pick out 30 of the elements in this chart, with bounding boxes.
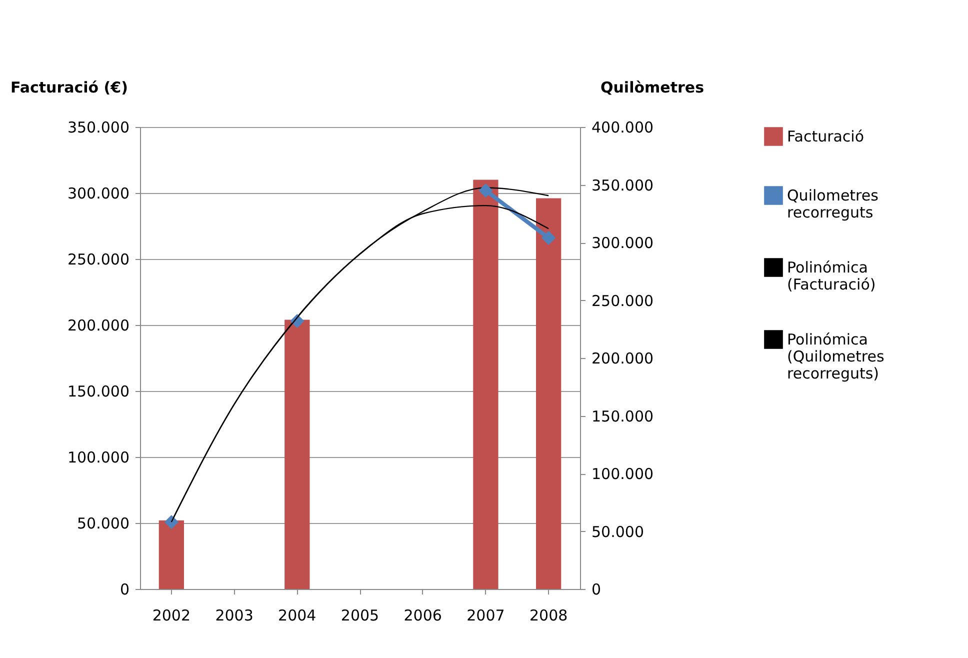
y-tick-label: 250.000 — [67, 250, 130, 268]
y2-tick-label: 50.000 — [592, 522, 644, 541]
legend-label: Facturació — [787, 128, 864, 146]
y2-tick-label: 400.000 — [592, 118, 654, 136]
y2-tick-label: 150.000 — [592, 407, 654, 426]
legend-label: Polinómica (Quilometres recorreguts) — [787, 330, 884, 382]
y-tick-label: 0 — [120, 580, 130, 598]
y2-tick-label: 0 — [592, 580, 602, 598]
y2-tick-label: 250.000 — [592, 292, 654, 310]
y-axis-title: Facturació (€) — [10, 78, 128, 96]
y-tick-label: 150.000 — [67, 382, 130, 400]
legend-label: Polinómica (Facturació) — [787, 258, 876, 294]
legend-label: Quilometres recorreguts — [787, 186, 879, 222]
y2-tick-label: 300.000 — [592, 234, 654, 252]
x-tick-label: 2002 — [152, 606, 191, 624]
y2-tick-label: 350.000 — [592, 176, 654, 194]
x-tick-label: 2005 — [340, 606, 380, 624]
y-tick-label: 200.000 — [67, 316, 130, 334]
x-tick-label: 2003 — [215, 606, 254, 624]
y-tick-label: 50.000 — [77, 514, 130, 532]
x-tick-label: 2004 — [278, 606, 316, 624]
x-tick-label: 2007 — [466, 606, 505, 624]
y-tick-label: 350.000 — [67, 118, 130, 136]
y2-axis-title: Quilòmetres — [600, 78, 704, 96]
y2-tick-label: 100.000 — [592, 465, 654, 483]
x-tick-label: 2008 — [529, 606, 568, 624]
y-tick-label: 100.000 — [67, 448, 130, 466]
y-tick-label: 300.000 — [67, 184, 130, 202]
y2-tick-label: 200.000 — [592, 350, 654, 368]
x-tick-label: 2006 — [404, 606, 442, 624]
